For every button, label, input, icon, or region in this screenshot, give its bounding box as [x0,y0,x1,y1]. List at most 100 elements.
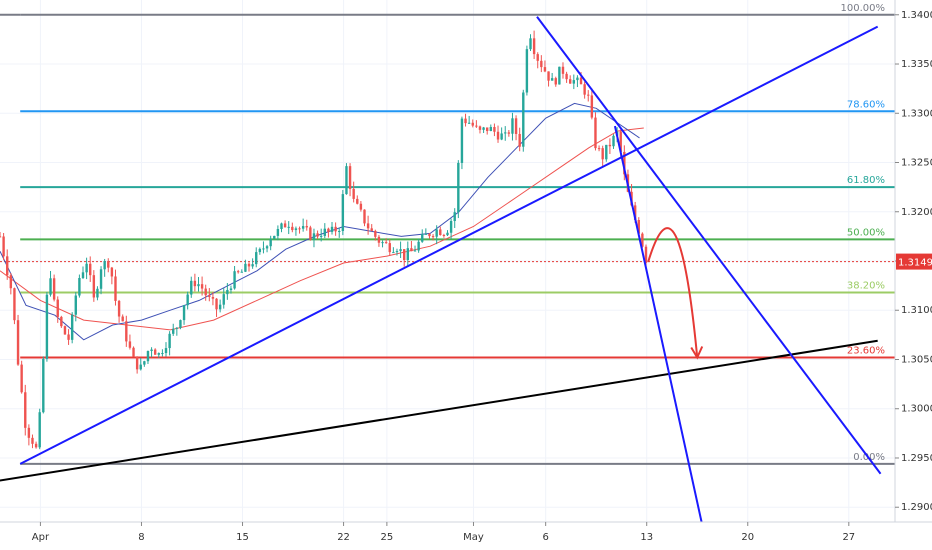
candle-body [262,248,265,250]
candle-body [384,242,388,244]
candle-body [114,276,117,301]
candle-body [197,284,200,287]
candle-body [294,228,298,231]
time-axis[interactable]: Apr 8 15 22 25 May 6 13 20 27 [0,521,932,550]
candle-body [117,300,121,317]
fib-level-label: 100.00% [841,3,886,14]
candle-body [482,127,485,130]
price-axis[interactable]: 1.290001.295001.300001.305001.310001.315… [894,0,932,550]
candle-body [597,148,601,150]
candle-body [475,125,478,127]
candle-body [424,233,428,235]
candle-body [612,135,615,147]
candle-body [298,228,301,230]
candle-body [2,236,5,257]
candle-body [258,248,262,253]
candle-body [218,304,222,310]
candle-body [345,166,348,195]
candle-body [587,94,590,96]
candle-body [38,412,41,448]
candle-body [410,248,413,252]
candle-body [161,353,164,355]
candle-body [518,133,521,147]
price-tick-label: 1.30000 [901,404,932,415]
candle-body [453,212,456,221]
candle-body [366,223,370,229]
price-tick-label: 1.32000 [901,207,932,218]
candle-body [395,251,399,253]
candle-body [164,348,168,354]
candle-body [139,364,142,370]
candle-body [276,229,280,236]
candle-body [233,271,236,289]
candle-body [45,294,49,359]
candle-body [565,73,568,80]
candle-body [110,267,114,277]
candle-body [31,437,34,444]
candle-body [536,54,539,61]
candle-body [240,271,243,273]
candle-body [601,148,604,160]
candle-body [96,288,99,298]
candle-body [179,320,182,328]
candle-body [74,295,77,315]
current-price-badge [896,253,932,270]
time-tick-label: May [463,532,484,543]
candle-body [319,235,323,237]
time-tick-label: Apr [32,532,50,543]
candle-body [356,198,359,204]
candle-body [150,349,153,352]
candle-body [175,327,179,329]
candle-body [431,236,435,238]
time-axis-background [0,522,932,550]
candle-body [406,248,410,261]
chart-grid [0,0,895,522]
candle-body [637,219,640,234]
candle-body [377,236,381,243]
candle-body [255,252,258,265]
current-price-label: 1.31494 [898,258,932,269]
candle-body [576,77,579,81]
candle-body [402,249,406,261]
candle-body [623,151,626,175]
candle-body [370,228,373,231]
candle-body [641,233,644,247]
candle-body [316,233,319,237]
candle-body [305,226,308,228]
candle-body [579,77,583,85]
candle-body [283,223,287,228]
candle-body [590,95,594,118]
candle-body [439,229,442,235]
candle-body [413,250,417,252]
candle-body [193,280,197,287]
candle-body [388,243,391,253]
candle-body [81,272,85,278]
price-tick-label: 1.34000 [901,10,932,21]
fib-level-label: 23.60% [847,346,885,357]
price-tick-label: 1.29500 [901,453,932,464]
candle-body [269,238,272,247]
candle-body [226,289,229,295]
projection-arrow-head [690,346,704,360]
moving-average-line [0,102,640,341]
candle-body [301,226,305,229]
candle-body [16,320,20,365]
candle-body [493,127,496,132]
candle-body [633,205,637,220]
candle-body [121,316,124,322]
trendline [613,125,703,523]
candle-body [52,278,56,300]
candle-body [457,162,460,213]
candle-body [251,264,254,267]
candle-body [504,132,507,134]
candle-body [341,194,345,231]
candle-body [42,358,45,413]
price-tick-label: 1.32500 [901,158,932,169]
time-tick-label: 13 [640,532,653,543]
candle-body [569,79,572,84]
candle-body [157,353,160,355]
candle-body [103,261,106,270]
candle-body [168,333,171,349]
projection-arrow-curve [647,227,699,358]
candle-body [0,236,2,238]
